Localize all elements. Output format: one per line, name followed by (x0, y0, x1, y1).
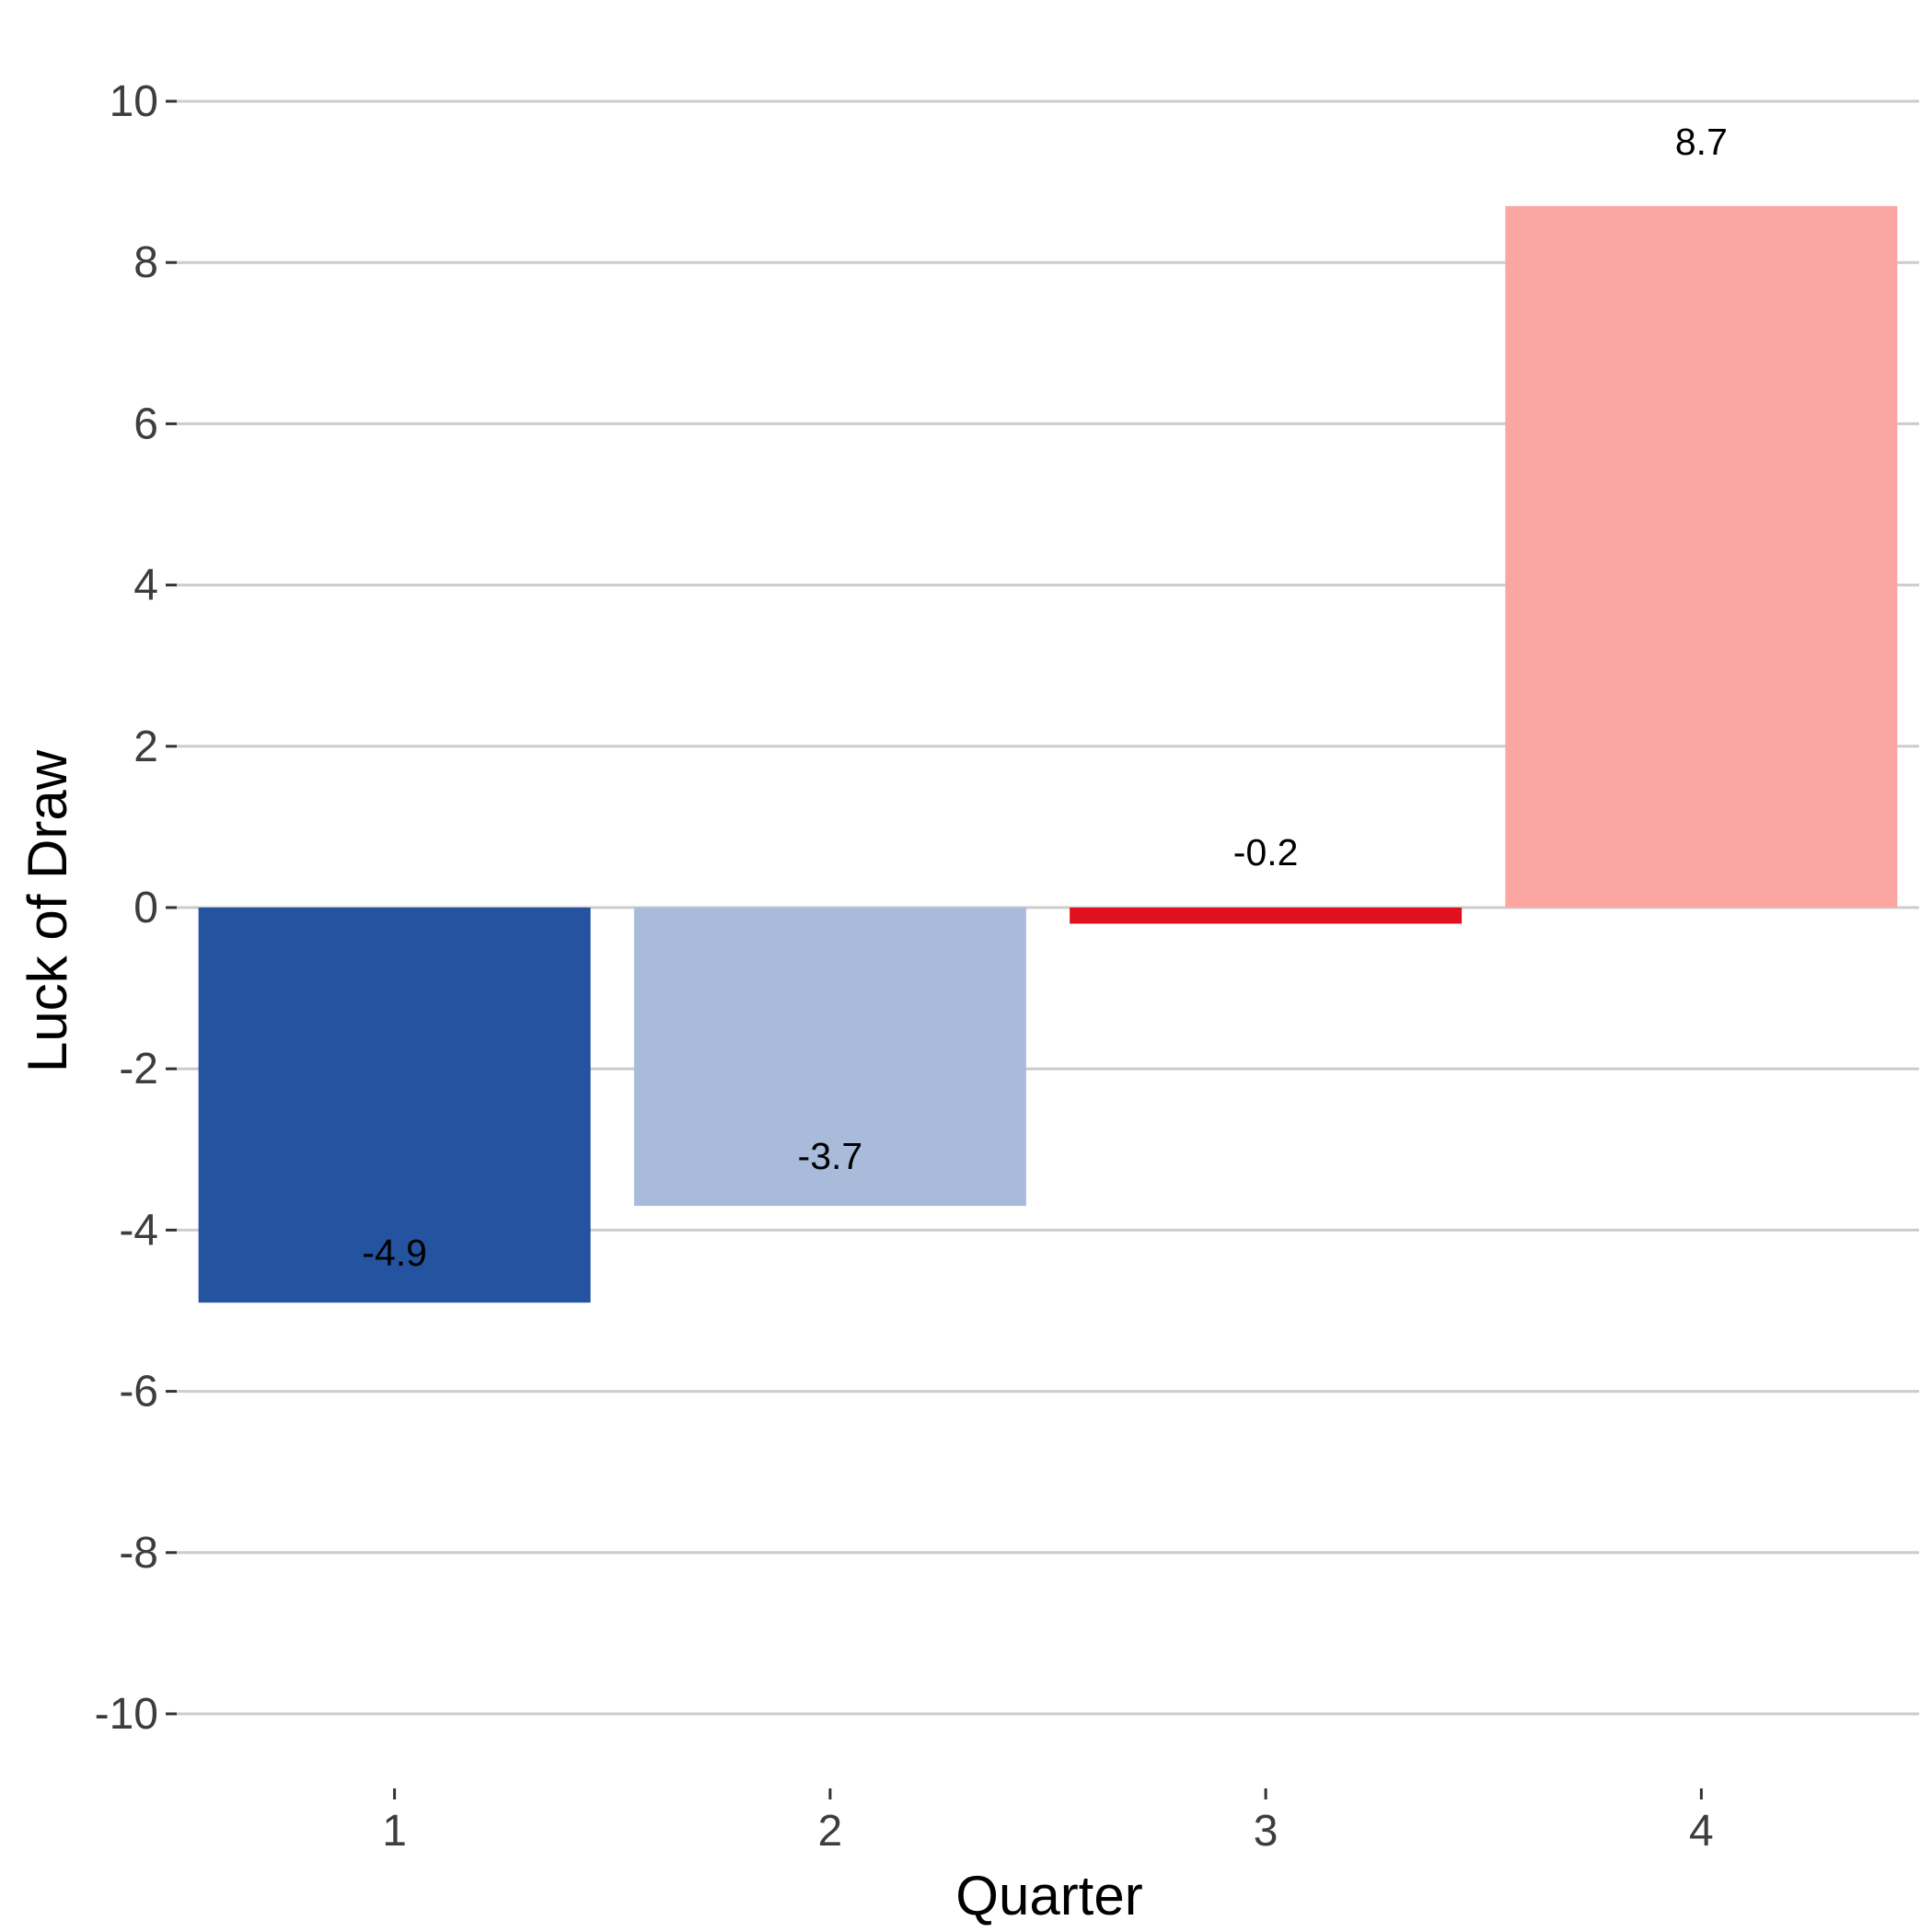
y-tick-label: 10 (110, 77, 158, 126)
y-tick-label: -2 (119, 1045, 158, 1093)
bars (198, 205, 1898, 1303)
y-tick-label: 0 (133, 884, 158, 932)
x-tick-label: 2 (818, 1807, 843, 1856)
bar-quarter-1 (198, 908, 591, 1303)
y-tick-label: -10 (95, 1690, 158, 1739)
y-tick-label: 2 (133, 723, 158, 771)
y-axis: 10 8 6 4 2 0 -2 -4 -6 -8 -10 (95, 77, 177, 1739)
x-tick-label: 1 (382, 1807, 407, 1856)
bar-quarter-4 (1505, 205, 1898, 908)
data-label: -3.7 (798, 1135, 863, 1177)
bar-quarter-3 (1070, 908, 1463, 924)
y-tick-label: 4 (133, 561, 158, 610)
y-tick-label: -8 (119, 1529, 158, 1578)
bar-quarter-2 (633, 908, 1026, 1207)
x-tick-label: 4 (1689, 1807, 1714, 1856)
x-tick-label: 3 (1254, 1807, 1278, 1856)
data-labels: -4.9 -3.7 -0.2 8.7 (362, 121, 1728, 1274)
y-tick-label: -4 (119, 1206, 158, 1255)
y-tick-label: 6 (133, 399, 158, 448)
data-label: 8.7 (1675, 121, 1728, 163)
y-axis-title: Luck of Draw (17, 749, 78, 1072)
data-label: -4.9 (362, 1232, 427, 1274)
data-label: -0.2 (1233, 831, 1299, 873)
x-axis-title: Quarter (955, 1865, 1142, 1926)
x-axis: 1 2 3 4 (382, 1788, 1714, 1856)
y-tick-label: -6 (119, 1368, 158, 1417)
y-tick-label: 8 (133, 238, 158, 287)
